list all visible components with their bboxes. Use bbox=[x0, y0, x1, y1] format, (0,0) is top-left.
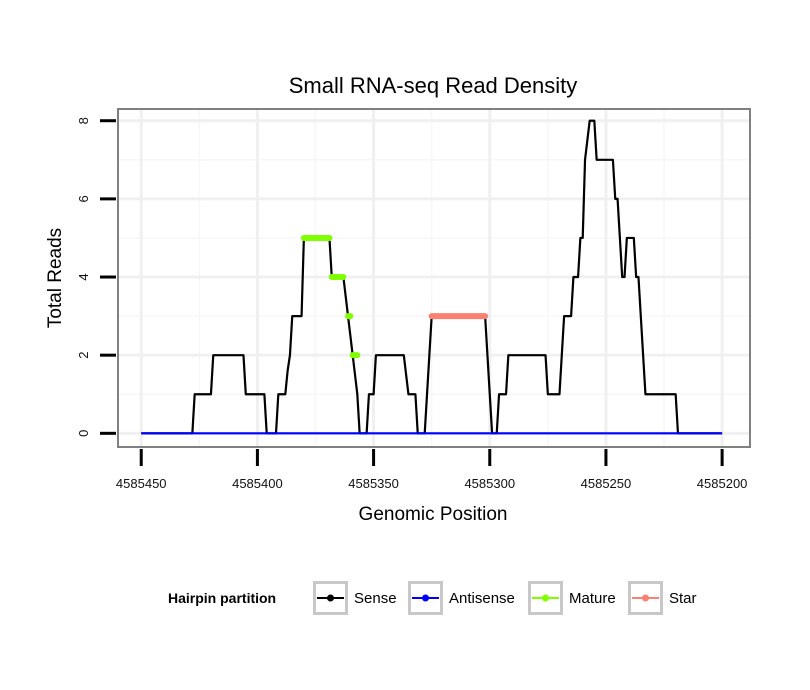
legend-label: Star bbox=[669, 590, 697, 607]
legend-key-point bbox=[642, 594, 649, 602]
legend-item-sense: Sense bbox=[313, 581, 397, 615]
legend-label: Mature bbox=[569, 590, 616, 607]
y-axis: 0 2 4 6 8 bbox=[76, 117, 116, 437]
y-tick-label: 2 bbox=[76, 352, 91, 359]
legend-key-point bbox=[422, 594, 429, 602]
x-tick-label: 4585400 bbox=[232, 476, 283, 491]
x-tick-label: 4585450 bbox=[116, 476, 167, 491]
y-tick-label: 6 bbox=[76, 195, 91, 202]
x-tick-label: 4585350 bbox=[348, 476, 399, 491]
legend: Hairpin partition Sense Antisense Mature St… bbox=[168, 581, 697, 615]
legend-title: Hairpin partition bbox=[168, 590, 276, 606]
series-mature bbox=[300, 234, 361, 359]
x-tick-label: 4585250 bbox=[581, 476, 632, 491]
y-tick-label: 4 bbox=[76, 273, 91, 280]
legend-item-mature: Mature bbox=[528, 581, 616, 615]
y-axis-label: Total Reads bbox=[45, 228, 66, 328]
legend-label: Antisense bbox=[449, 590, 515, 607]
x-axis-label: Genomic Position bbox=[359, 504, 508, 525]
legend-key-point bbox=[327, 594, 334, 602]
grid bbox=[118, 109, 750, 447]
y-tick-label: 0 bbox=[76, 430, 91, 437]
y-tick-label: 8 bbox=[76, 117, 91, 124]
legend-label: Sense bbox=[354, 590, 397, 607]
plot-panel-border bbox=[117, 108, 751, 448]
legend-item-antisense: Antisense bbox=[408, 581, 515, 615]
x-axis: 4585450 4585400 4585350 4585300 4585250 45852… bbox=[116, 449, 748, 491]
legend-item-star: Star bbox=[628, 581, 697, 615]
x-tick-label: 4585200 bbox=[697, 476, 748, 491]
legend-key-point bbox=[542, 594, 549, 602]
series-layer bbox=[141, 119, 723, 435]
chart-title: Small RNA-seq Read Density bbox=[289, 73, 578, 98]
x-tick-label: 4585300 bbox=[464, 476, 515, 491]
